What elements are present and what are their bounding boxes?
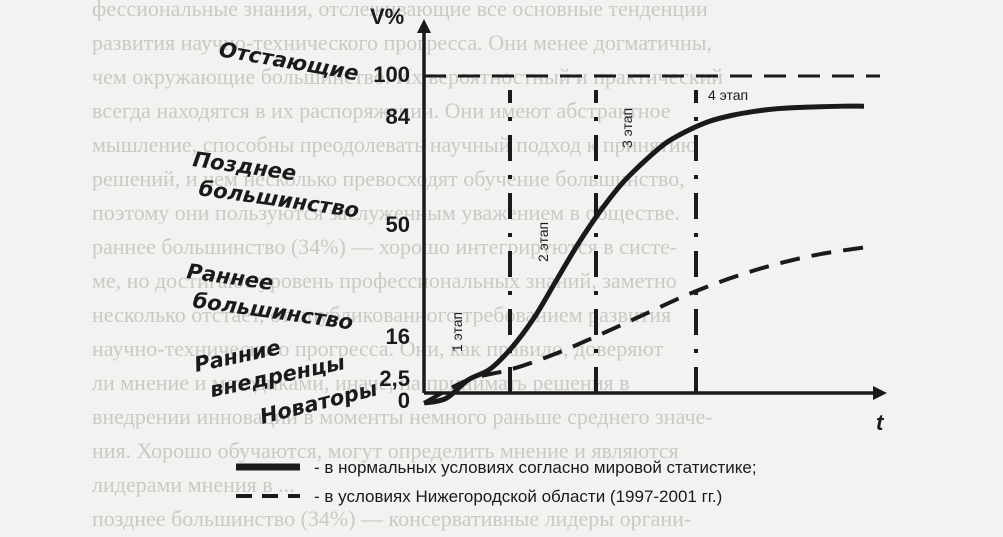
y-tick-label: 16 [386,324,410,349]
background-text-line: позднее большинство (34%) — консервативн… [92,506,691,531]
category-label: Раннеебольшинство [181,259,358,334]
y-tick-label: 84 [386,104,411,129]
stage-labels: 1 этап 2 этап 3 этап 4 этап [449,87,748,352]
background-text-line: всегда находятся в их распоряжении. Они … [92,98,671,123]
legend: - в нормальных условиях согласно мировой… [236,458,757,506]
stage-label: 1 этап [449,312,465,352]
background-text-line: фессиональные знания, отслеживающие все … [92,0,708,21]
stage-label: 4 этап [708,87,748,103]
background-text-line: чем окружающие большинство. Их вероятнос… [92,64,723,89]
category-label: Отстающие [217,37,360,85]
x-axis-label: t [876,410,885,435]
y-tick-label: 100 [373,62,410,87]
background-text-line: ния. Хорошо обучаются, могут определить … [92,438,679,463]
series-lines [423,74,880,406]
background-text-line: ме, но достигают уровень профессиональны… [92,268,677,293]
background-text-line: несколько отстает, от опубликованного тр… [92,302,671,327]
category-label: Позднеебольшинство [187,147,364,222]
background-text-line: решений, и чем несколько превосходят обу… [92,166,685,191]
background-text-line: научно-технического прогресса. Они, как … [92,336,663,361]
y-tick-label: 50 [386,212,410,237]
category-labels: Отстающие Позднеебольшинство Раннеебольшин… [181,37,379,429]
background-text-line: ли мнение и методиками, иначе, на приним… [92,370,630,395]
y-tick-label: 0 [398,388,410,413]
background-text-line: лидерами мнения в ... [92,472,295,497]
background-text-line: развития научно-технического прогресса. … [92,30,712,55]
y-tick-label: 2,5 [379,366,410,391]
series-line-nizhny [423,245,865,405]
stage-label: 3 этап [619,108,635,148]
y-axis-label: V% [370,4,404,29]
legend-label-dashed: - в условиях Нижегородской области (1997… [314,487,722,506]
background-text-line: внедрении инноваций в моменты немного ра… [92,404,713,429]
stage-label: 2 этап [535,222,551,262]
background-text-line: поэтому они пользуются заслуженным уваже… [92,200,680,225]
legend-label-solid: - в нормальных условиях согласно мировой… [314,458,757,477]
y-ticks: 02,5 16 50 84 100 [373,62,410,413]
series-line-world [423,103,865,406]
stage-boundaries [508,90,698,393]
